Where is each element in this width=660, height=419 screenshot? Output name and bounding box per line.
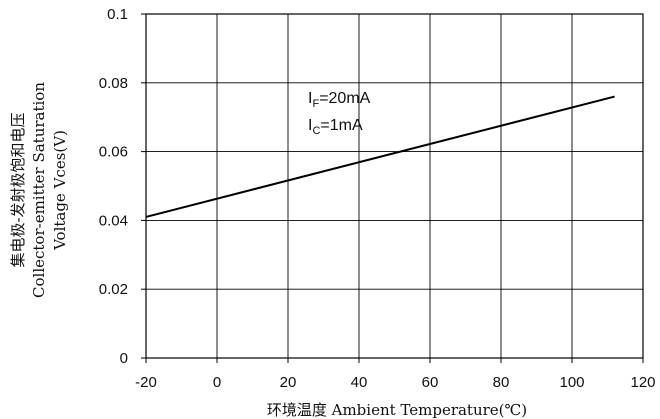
x-tick-label: 40 (351, 374, 368, 391)
y-axis-title-line-2: Collector-emitter Saturation (30, 82, 48, 298)
y-tick-label: 0.06 (99, 144, 128, 161)
x-tick-label: 0 (213, 374, 221, 391)
y-axis-title-line-3: Voltage Vces(V) (51, 130, 69, 251)
x-tick-label: 100 (559, 374, 584, 391)
y-tick-label: 0.1 (107, 6, 128, 23)
plot-frame (145, 13, 644, 359)
y-tick-label: 0.02 (99, 281, 128, 298)
series-layer (145, 95, 615, 218)
x-tick-label: -20 (135, 374, 157, 391)
annotation-if: IF=20mA (308, 90, 371, 110)
grid (145, 13, 644, 359)
y-tick-label: 0.04 (99, 212, 128, 229)
annotation-ic: IC=1mA (308, 117, 363, 137)
annotations: IF=20mA IC=1mA (308, 90, 371, 137)
x-tick-label: 20 (280, 374, 297, 391)
x-tick-label: 60 (422, 374, 439, 391)
y-tick-label: 0 (120, 350, 128, 367)
x-tick-label: 120 (630, 374, 655, 391)
x-tick-label: 80 (493, 374, 510, 391)
ticks: -20 0 20 40 60 80 100 120 0 0.02 0.04 0.06 0.08 0.1 (99, 6, 656, 391)
x-axis-title: 环境温度 Ambient Temperature(℃) (267, 401, 527, 419)
y-axis-title-line-1: 集电极-发射极饱和电压 (9, 112, 27, 267)
y-axis-title: 集电极-发射极饱和电压 Collector-emitter Saturation… (9, 82, 69, 298)
series-line-0 (145, 95, 615, 218)
y-tick-label: 0.08 (99, 75, 128, 92)
